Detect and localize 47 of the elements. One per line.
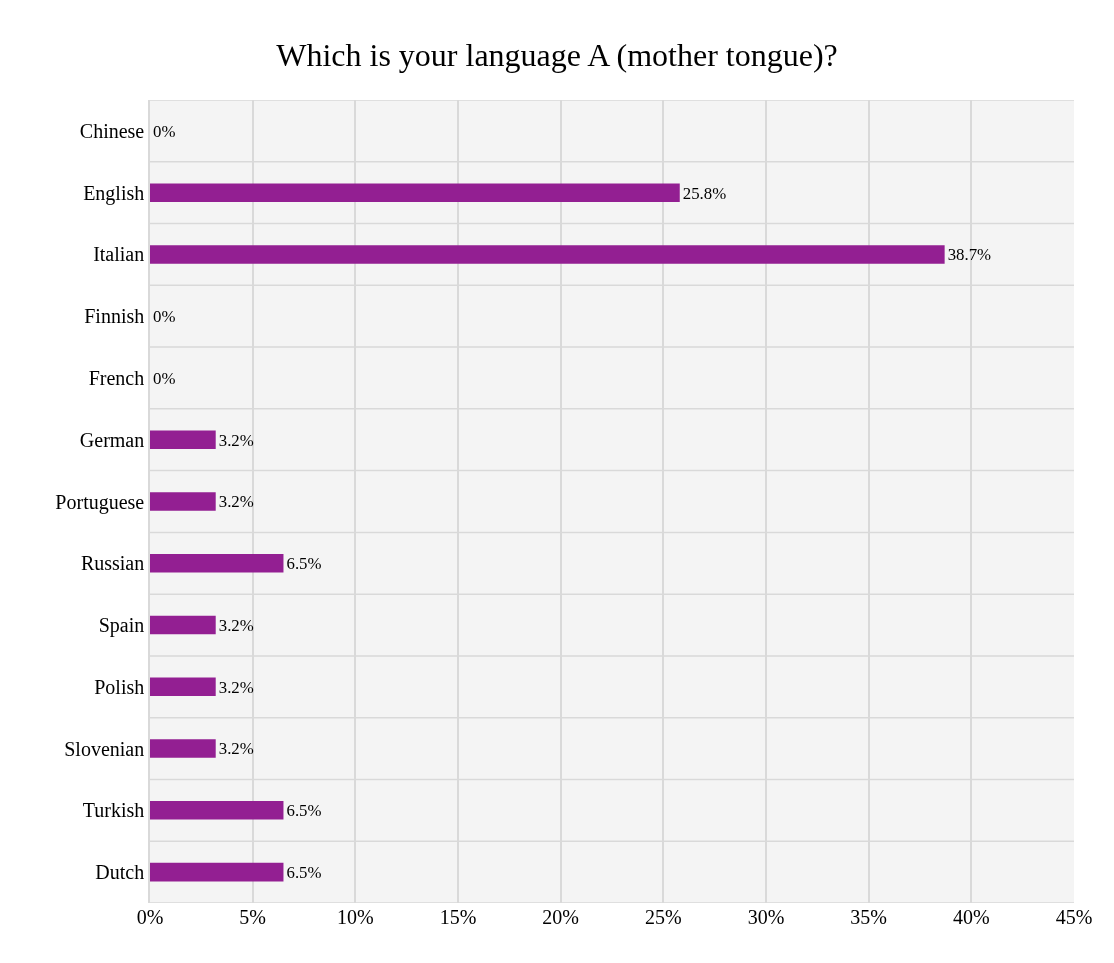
data-label: 6.5% [286, 863, 322, 883]
data-label: 6.5% [286, 554, 322, 574]
x-tick-label: 30% [747, 906, 785, 928]
bar [150, 554, 284, 573]
data-label: 38.7% [947, 245, 992, 265]
chart-title: Which is your language A (mother tongue)? [276, 36, 838, 73]
x-tick-label: 25% [644, 906, 682, 928]
x-tick-label: 10% [336, 906, 374, 928]
data-label: 3.2% [218, 615, 254, 635]
x-tick-label: 5% [239, 906, 267, 928]
y-tick-label: French [88, 366, 145, 389]
y-tick-label: English [83, 181, 145, 205]
y-tick-label: Finnish [84, 305, 145, 328]
x-tick-label: 45% [1055, 906, 1093, 928]
bar [150, 245, 945, 264]
data-label: 0% [153, 121, 176, 141]
data-label: 0% [153, 368, 176, 388]
x-tick-label: 20% [542, 906, 580, 928]
bar [150, 801, 284, 820]
x-tick-label: 0% [136, 906, 164, 928]
y-tick-label: Turkish [82, 799, 145, 822]
data-label: 25.8% [682, 183, 727, 203]
y-tick-label: Slovenian [64, 737, 145, 760]
data-label: 3.2% [218, 677, 254, 697]
data-label: 0% [153, 307, 176, 327]
y-tick-label: Italian [93, 243, 145, 266]
bar [150, 183, 680, 202]
y-tick-label: Chinese [79, 119, 145, 142]
bar [150, 739, 216, 758]
bar [150, 492, 216, 511]
bar [150, 430, 216, 449]
bar [150, 677, 216, 697]
x-tick-label: 15% [439, 906, 477, 928]
y-tick-label: Russian [80, 552, 145, 575]
data-label: 6.5% [286, 801, 322, 821]
y-tick-label: Polish [94, 675, 145, 698]
y-tick-label: German [79, 428, 145, 451]
y-tick-label: Dutch [95, 861, 145, 884]
data-label: 3.2% [218, 739, 254, 759]
bar [150, 615, 216, 635]
data-label: 3.2% [218, 492, 254, 512]
x-tick-label: 35% [850, 906, 888, 928]
bar [150, 862, 284, 882]
x-tick-label: 40% [952, 906, 990, 928]
data-label: 3.2% [218, 430, 254, 450]
y-tick-label: Spain [98, 614, 145, 638]
y-tick-label: Portuguese [55, 490, 145, 514]
